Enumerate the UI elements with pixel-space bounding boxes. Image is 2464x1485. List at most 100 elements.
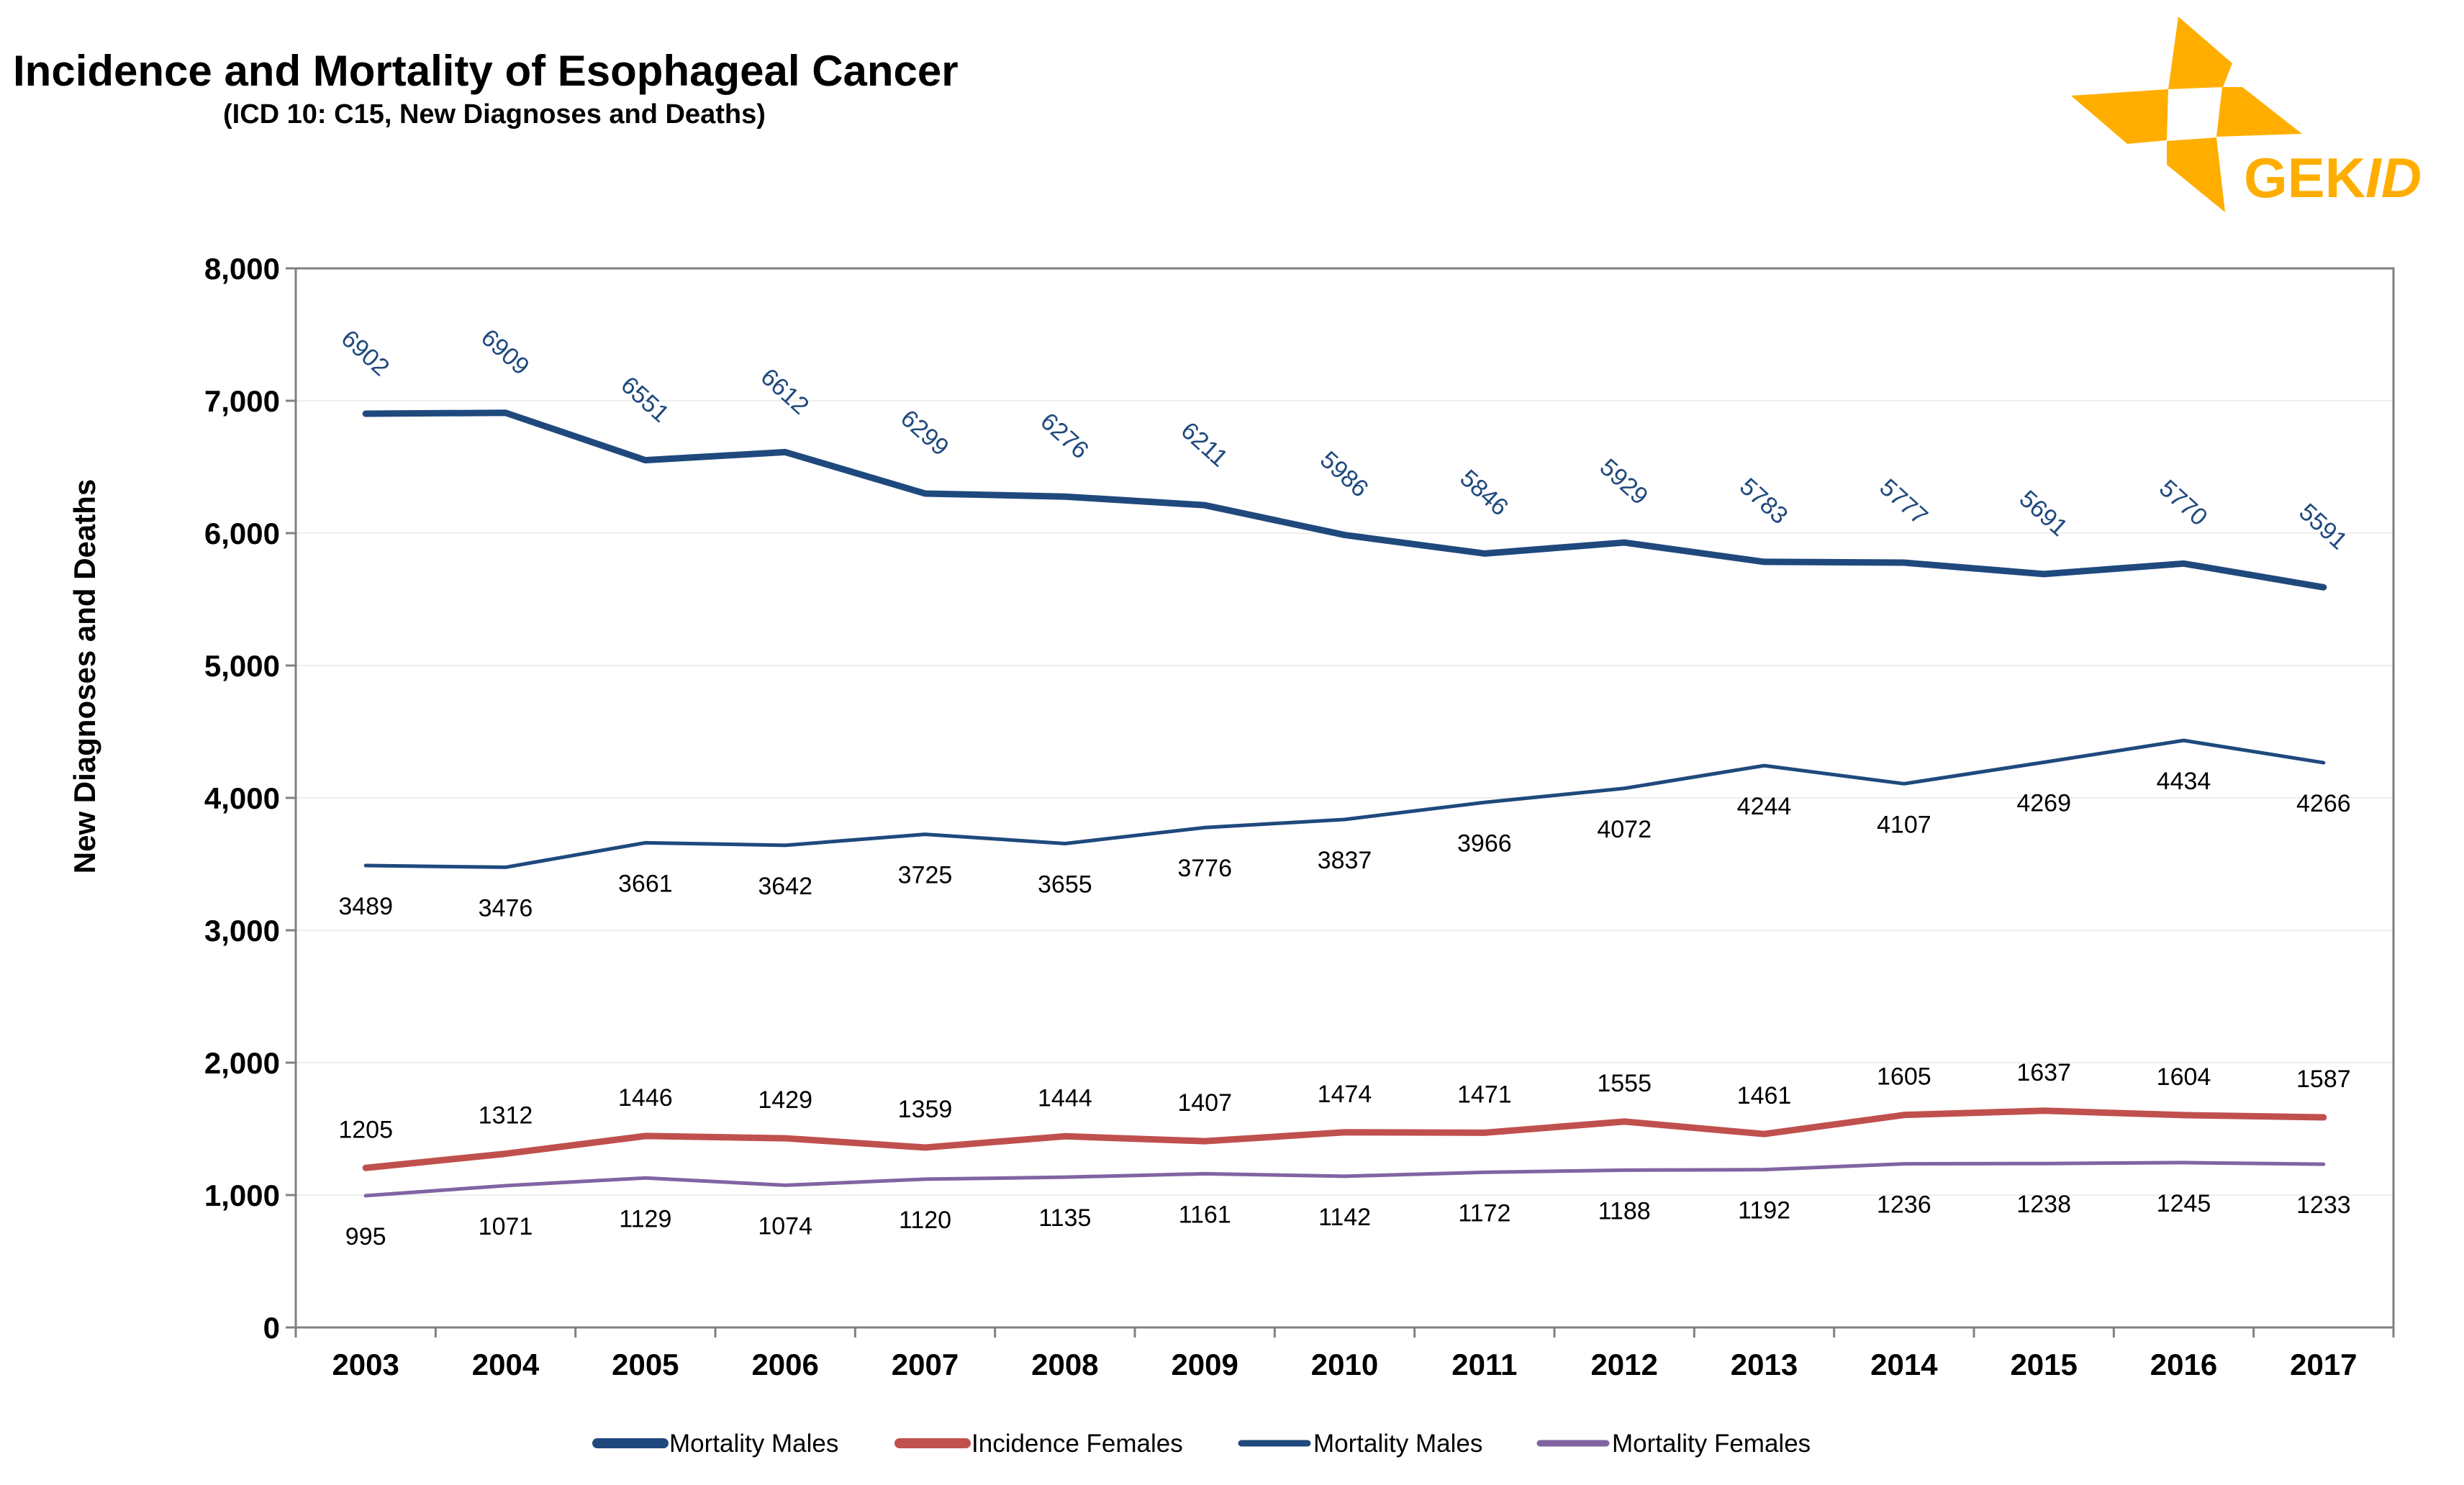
data-label: 1071 [479,1213,533,1240]
x-tick-label: 2015 [2010,1348,2077,1381]
data-label: 4244 [1737,793,1792,820]
data-label: 995 [345,1223,386,1250]
legend-label-1: Incidence Females [971,1430,1183,1458]
data-label: 1233 [2296,1191,2351,1219]
y-tick-label: 1,000 [204,1179,280,1212]
data-label: 5591 [2293,499,2352,555]
data-label: 1605 [1877,1063,1931,1091]
data-label: 1471 [1457,1081,1512,1108]
data-label: 1444 [1038,1084,1092,1112]
data-label: 1142 [1318,1204,1371,1231]
x-tick-label: 2010 [1311,1348,1378,1381]
data-label: 1312 [479,1102,533,1130]
x-tick-label: 2008 [1031,1348,1098,1381]
data-label: 3966 [1457,830,1512,857]
data-label: 1129 [619,1205,671,1232]
legend-label-3: Mortality Females [1612,1430,1811,1458]
data-label: 3476 [479,894,533,922]
data-label: 5846 [1454,465,1513,522]
data-label: 1188 [1598,1197,1651,1225]
y-tick-label: 0 [263,1311,280,1345]
y-tick-label: 7,000 [204,384,280,418]
logo-shape-left [2071,89,2168,144]
data-label: 1429 [758,1086,812,1114]
data-label: 4107 [1877,811,1931,838]
data-label: 6276 [1035,408,1094,465]
data-label: 1205 [338,1116,393,1143]
x-tick-label: 2016 [2150,1348,2217,1381]
data-label: 5783 [1734,473,1793,530]
x-tick-label: 2009 [1171,1348,1238,1381]
gekid-logo: GEKID [2071,17,2422,212]
series-line-2 [363,738,2326,869]
data-label: 6211 [1176,417,1233,472]
data-label: 5777 [1874,473,1933,530]
legend-label-0: Mortality Males [669,1430,838,1458]
data-label: 3776 [1177,855,1232,882]
plot-area-border [294,267,2395,1329]
data-label: 1074 [758,1212,812,1240]
data-label: 5770 [2154,475,2213,532]
data-label: 6299 [895,404,954,461]
x-tick-label: 2014 [1870,1348,1938,1381]
data-label: 4266 [2296,790,2351,817]
x-tick-label: 2005 [612,1348,679,1381]
series-line-3 [363,1161,2326,1198]
data-label: 1135 [1038,1204,1091,1232]
y-tick-label: 2,000 [204,1046,280,1080]
data-label: 3489 [338,893,393,920]
data-label: 1637 [2016,1059,2071,1086]
y-tick-label: 8,000 [204,252,280,286]
y-tick-label: 6,000 [204,517,280,550]
data-label: 1555 [1597,1070,1652,1097]
data-label: 6612 [756,363,815,420]
x-tick-label: 2013 [1731,1348,1798,1381]
data-label: 6902 [336,324,395,381]
data-label: 4269 [2016,790,2071,817]
logo-shape-right [2216,87,2302,137]
data-label: 3655 [1038,871,1092,898]
x-tick-label: 2004 [472,1348,540,1381]
data-label: 6551 [615,371,674,428]
data-label: 1161 [1179,1201,1231,1228]
data-label: 1359 [898,1096,953,1123]
x-tick-label: 2006 [751,1348,818,1381]
data-label: 1461 [1737,1082,1792,1109]
data-label: 1604 [2157,1063,2211,1091]
legend-label-2: Mortality Males [1313,1430,1482,1458]
data-label: 4072 [1597,816,1652,843]
data-label: 3837 [1318,847,1372,874]
data-label: 3642 [758,873,812,900]
data-label: 1474 [1318,1081,1372,1108]
data-label: 1446 [618,1084,673,1112]
data-label: 1407 [1177,1089,1232,1117]
chart-title: Incidence and Mortality of Esophageal Ca… [13,47,959,95]
y-tick-label: 4,000 [204,781,280,815]
logo-shape-top [2168,17,2232,89]
data-label: 4434 [2157,768,2211,795]
data-label: 1120 [899,1207,951,1234]
data-label: 5986 [1315,446,1374,503]
x-tick-label: 2017 [2290,1348,2357,1381]
logo-shape-bottom [2167,137,2225,212]
data-label: 1245 [2157,1190,2211,1217]
data-label: 1172 [1458,1199,1510,1227]
x-tick-label: 2003 [332,1348,399,1381]
data-label: 5929 [1595,453,1654,510]
chart-subtitle: (ICD 10: C15, New Diagnoses and Deaths) [223,99,766,130]
data-label: 3661 [618,870,673,897]
x-tick-label: 2011 [1451,1348,1517,1381]
logo-text: GEKID [2244,146,2422,209]
data-label: 1238 [2016,1191,2071,1218]
data-label: 1587 [2296,1066,2351,1093]
x-tick-label: 2007 [892,1348,959,1381]
y-tick-label: 5,000 [204,649,280,683]
y-tick-label: 3,000 [204,914,280,948]
data-label: 6909 [476,324,535,381]
data-label: 1192 [1738,1197,1790,1225]
y-axis-label: New Diagnoses and Deaths [68,479,101,873]
data-label: 1236 [1877,1191,1931,1219]
data-label: 3725 [898,862,953,889]
x-tick-label: 2012 [1590,1348,1657,1381]
